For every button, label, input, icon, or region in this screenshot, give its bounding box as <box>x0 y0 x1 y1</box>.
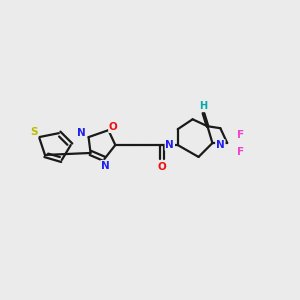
Text: N: N <box>77 128 86 138</box>
Text: S: S <box>30 127 38 137</box>
Text: N: N <box>216 140 225 150</box>
Text: O: O <box>158 162 166 172</box>
Text: F: F <box>237 130 244 140</box>
Text: F: F <box>237 147 244 157</box>
Text: O: O <box>109 122 118 132</box>
Text: N: N <box>101 161 110 171</box>
Text: H: H <box>200 101 208 111</box>
Text: N: N <box>165 140 174 150</box>
